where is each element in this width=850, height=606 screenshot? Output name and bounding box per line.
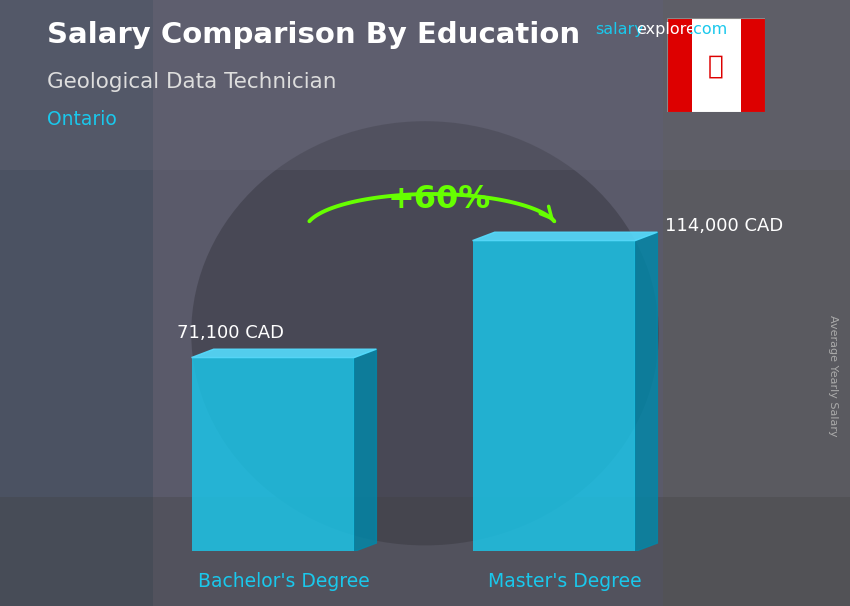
Text: 71,100 CAD: 71,100 CAD (177, 324, 284, 342)
Text: .com: .com (688, 22, 728, 38)
Bar (0, 0, 850, 170)
Bar (0, 497, 850, 606)
Polygon shape (473, 232, 657, 241)
Bar (692, 18, 740, 112)
Polygon shape (354, 349, 377, 551)
Text: salary: salary (595, 22, 643, 38)
Text: Average Yearly Salary: Average Yearly Salary (828, 315, 838, 436)
Ellipse shape (191, 121, 659, 545)
Bar (191, 358, 354, 551)
Bar (473, 241, 635, 551)
Text: 114,000 CAD: 114,000 CAD (665, 217, 783, 235)
Bar (740, 18, 765, 112)
Text: explorer: explorer (636, 22, 702, 38)
Text: Ontario: Ontario (47, 110, 116, 129)
Bar (663, 0, 850, 606)
Text: Bachelor's Degree: Bachelor's Degree (198, 573, 370, 591)
Bar (0, 0, 153, 606)
Text: 🍁: 🍁 (708, 53, 724, 79)
Bar (667, 18, 692, 112)
Text: Salary Comparison By Education: Salary Comparison By Education (47, 21, 580, 49)
Text: +60%: +60% (388, 184, 490, 215)
Polygon shape (191, 349, 377, 358)
Text: Geological Data Technician: Geological Data Technician (47, 72, 337, 92)
Polygon shape (635, 232, 657, 551)
Text: Master's Degree: Master's Degree (488, 573, 642, 591)
